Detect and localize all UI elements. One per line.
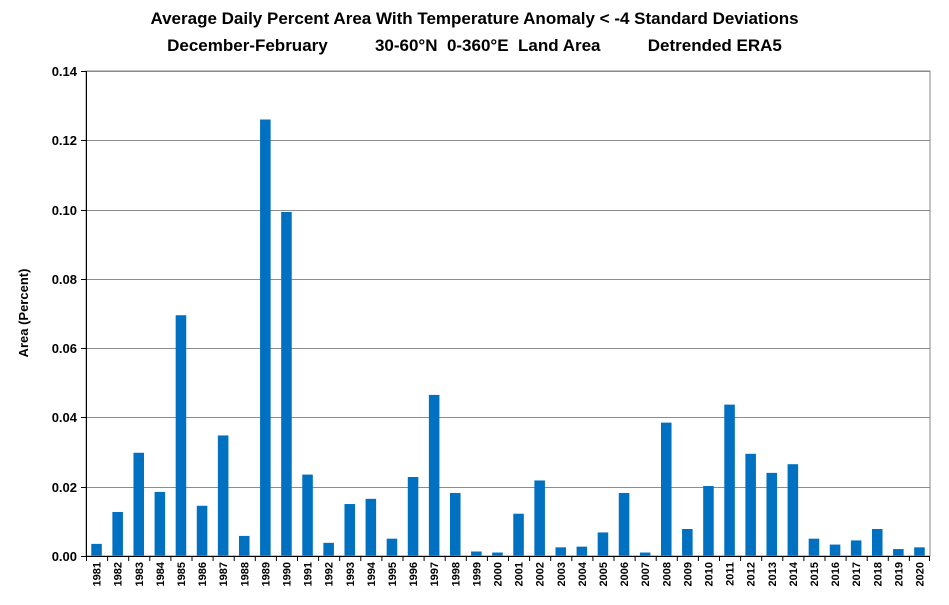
x-tick-label-1988: 1988 xyxy=(239,562,251,586)
bar-1984 xyxy=(154,491,166,556)
bar-1997 xyxy=(428,394,440,556)
x-tick-label-2006: 2006 xyxy=(619,562,631,586)
bar-2018 xyxy=(871,528,883,556)
y-tick-label: 0.12 xyxy=(52,133,77,148)
y-tick-label: 0.06 xyxy=(52,341,77,356)
x-tick-label-1985: 1985 xyxy=(176,562,188,586)
x-tick-label-2003: 2003 xyxy=(556,562,568,586)
bar-1983 xyxy=(133,452,145,556)
bar-2004 xyxy=(576,546,588,556)
bar-2016 xyxy=(829,544,841,556)
bar-1986 xyxy=(196,505,208,556)
bar-2001 xyxy=(513,513,524,556)
x-tick-label-1986: 1986 xyxy=(197,562,209,586)
x-tick-label-2016: 2016 xyxy=(830,562,842,586)
y-tick-label: 0.00 xyxy=(52,549,77,564)
x-tick-label-2007: 2007 xyxy=(640,562,652,586)
bar-2019 xyxy=(893,549,904,556)
bar-2017 xyxy=(850,540,862,556)
bar-1990 xyxy=(281,211,292,556)
plot-area-border xyxy=(85,70,931,557)
x-tick-label-1992: 1992 xyxy=(324,562,336,586)
gridlines xyxy=(86,71,930,488)
bar-1987 xyxy=(217,435,229,556)
bar-2014 xyxy=(787,464,799,556)
bar-1994 xyxy=(365,498,377,556)
x-tick-label-2010: 2010 xyxy=(703,562,715,586)
bar-2007 xyxy=(639,552,651,556)
x-tick-label-1981: 1981 xyxy=(92,562,104,586)
bar-1993 xyxy=(344,504,356,556)
bar-2000 xyxy=(492,552,503,556)
x-tick-label-2011: 2011 xyxy=(725,562,737,586)
bar-1981 xyxy=(91,543,102,556)
bar-2012 xyxy=(745,453,756,556)
x-tick-label-2015: 2015 xyxy=(809,562,821,586)
bar-1996 xyxy=(407,477,419,556)
x-tick-label-1994: 1994 xyxy=(366,561,378,586)
bar-1999 xyxy=(471,551,482,556)
x-tick-label-2012: 2012 xyxy=(746,562,758,586)
x-tick-label-1999: 1999 xyxy=(471,562,483,586)
x-tick-label-1993: 1993 xyxy=(345,562,357,586)
y-axis-label: Area (Percent) xyxy=(16,269,31,358)
y-tick-label: 0.10 xyxy=(52,203,77,218)
axes xyxy=(81,70,931,561)
x-tick-label-2009: 2009 xyxy=(682,562,694,586)
x-tick-label-1987: 1987 xyxy=(218,562,230,586)
x-tick-label-1990: 1990 xyxy=(281,562,293,586)
x-tick-label-2018: 2018 xyxy=(872,562,884,586)
x-tick-label-1984: 1984 xyxy=(155,561,167,586)
x-tick-label-1997: 1997 xyxy=(429,562,441,586)
x-tick-label-2014: 2014 xyxy=(788,561,800,586)
x-tick-label-2004: 2004 xyxy=(577,561,589,586)
tick-labels: 0.00 0.02 0.04 0.06 0.08 0.10 0.12 0.14 1981 1982… xyxy=(52,64,927,586)
x-tick-label-1996: 1996 xyxy=(408,562,420,586)
x-tick-label-2002: 2002 xyxy=(535,562,547,586)
x-tick-label-1982: 1982 xyxy=(113,562,125,586)
bar-2020 xyxy=(914,547,925,556)
x-tick-label-2020: 2020 xyxy=(914,562,926,586)
x-tick-label-2001: 2001 xyxy=(514,562,526,586)
bar-2011 xyxy=(724,404,735,556)
chart-title: Average Daily Percent Area With Temperat… xyxy=(150,9,799,28)
bar-2013 xyxy=(766,472,778,556)
bar-2002 xyxy=(534,480,545,556)
chart-subtitle: December-February 30-60°N 0-360°E Land A… xyxy=(167,36,782,55)
x-tick-label-1991: 1991 xyxy=(303,562,315,586)
bar-1982 xyxy=(112,512,123,556)
bar-1998 xyxy=(449,492,461,556)
bar-2009 xyxy=(682,528,693,556)
x-tick-label-2008: 2008 xyxy=(661,562,673,586)
bar-1991 xyxy=(302,474,313,556)
bar-2005 xyxy=(597,532,609,556)
y-tick-label: 0.14 xyxy=(52,64,78,79)
bars xyxy=(91,119,925,556)
y-tick-label: 0.02 xyxy=(52,480,77,495)
bar-2008 xyxy=(660,422,672,556)
bar-2010 xyxy=(703,486,714,556)
bar-1992 xyxy=(323,542,334,556)
y-tick-label: 0.04 xyxy=(52,410,78,425)
x-tick-label-2013: 2013 xyxy=(767,562,779,586)
x-tick-label-2000: 2000 xyxy=(492,562,504,586)
bar-1995 xyxy=(386,538,398,556)
x-tick-label-2005: 2005 xyxy=(598,562,610,586)
x-tick-label-1998: 1998 xyxy=(450,562,462,586)
bar-2003 xyxy=(555,547,567,556)
x-tick-label-1983: 1983 xyxy=(134,562,146,586)
bar-1985 xyxy=(175,315,187,556)
x-tick-label-1989: 1989 xyxy=(260,562,272,586)
x-tick-label-2019: 2019 xyxy=(893,562,905,586)
y-tick-label: 0.08 xyxy=(52,272,77,287)
bar-2006 xyxy=(618,492,630,556)
x-tick-label-1995: 1995 xyxy=(387,562,399,586)
x-tick-label-2017: 2017 xyxy=(851,562,863,586)
bar-1988 xyxy=(238,535,250,556)
bar-2015 xyxy=(808,538,820,556)
bar-1989 xyxy=(260,119,271,556)
